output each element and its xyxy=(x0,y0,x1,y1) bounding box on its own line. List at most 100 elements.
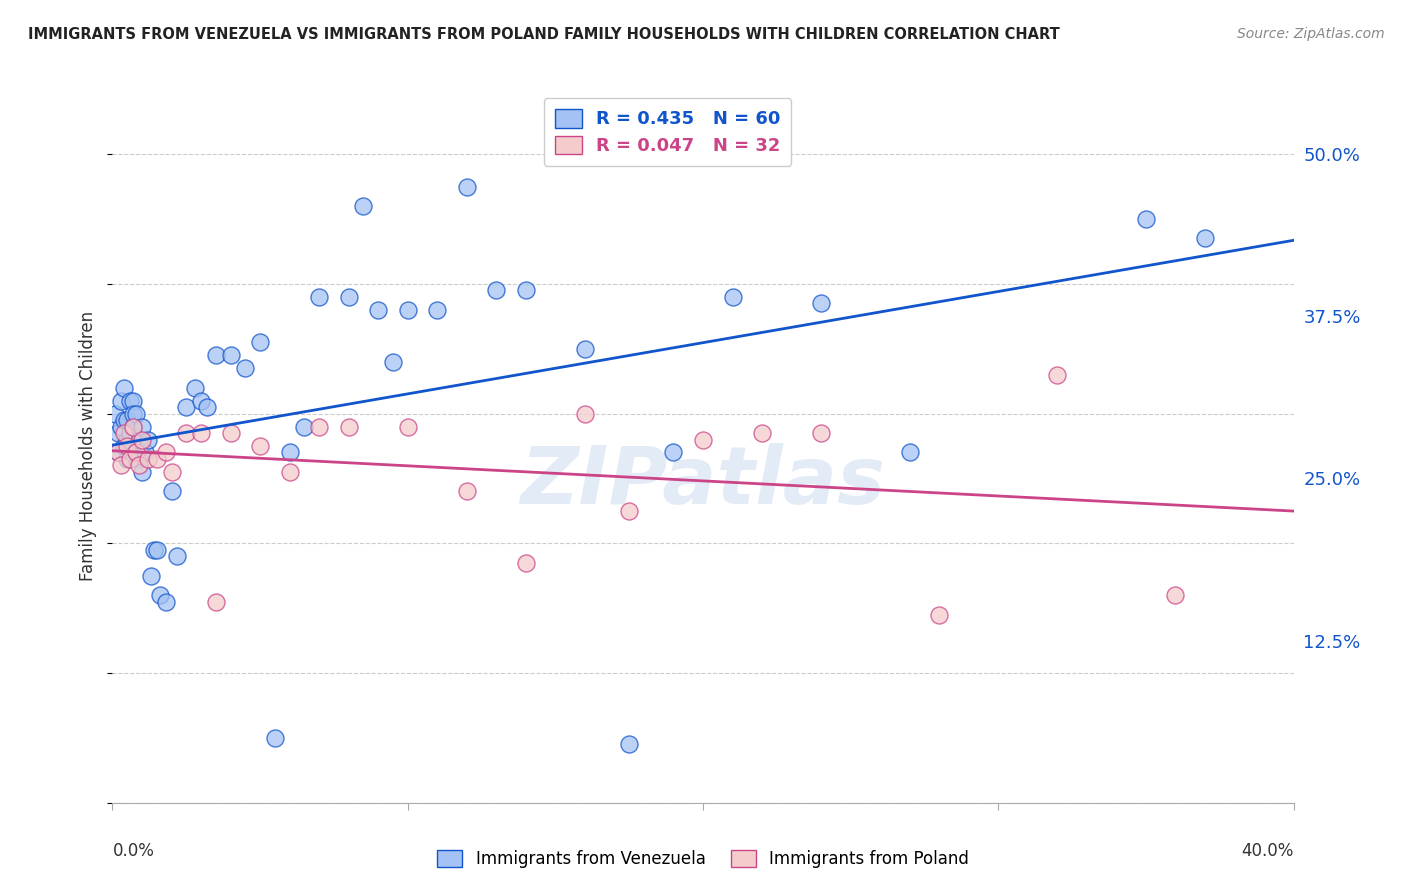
Point xyxy=(205,595,228,609)
Point xyxy=(122,407,145,421)
Point xyxy=(112,381,135,395)
Point xyxy=(146,542,169,557)
Point xyxy=(117,439,138,453)
Point xyxy=(131,433,153,447)
Point xyxy=(751,425,773,440)
Point xyxy=(515,283,537,297)
Point xyxy=(1046,368,1069,382)
Point xyxy=(112,425,135,440)
Point xyxy=(190,393,212,408)
Text: ZIPatlas: ZIPatlas xyxy=(520,442,886,521)
Legend: R = 0.435   N = 60, R = 0.047   N = 32: R = 0.435 N = 60, R = 0.047 N = 32 xyxy=(544,98,792,166)
Point xyxy=(125,445,148,459)
Point xyxy=(278,445,301,459)
Point xyxy=(149,588,172,602)
Point xyxy=(122,419,145,434)
Point xyxy=(166,549,188,564)
Point xyxy=(574,407,596,421)
Point xyxy=(128,433,150,447)
Point xyxy=(134,445,156,459)
Point xyxy=(308,290,330,304)
Point xyxy=(337,419,360,434)
Point xyxy=(122,393,145,408)
Point xyxy=(142,542,165,557)
Point xyxy=(107,445,129,459)
Point xyxy=(125,445,148,459)
Y-axis label: Family Households with Children: Family Households with Children xyxy=(79,311,97,581)
Point xyxy=(898,445,921,459)
Point xyxy=(1194,231,1216,245)
Point xyxy=(219,425,242,440)
Point xyxy=(692,433,714,447)
Point xyxy=(662,445,685,459)
Point xyxy=(249,439,271,453)
Point xyxy=(174,400,197,414)
Point xyxy=(810,296,832,310)
Point xyxy=(190,425,212,440)
Point xyxy=(139,568,162,582)
Point xyxy=(128,452,150,467)
Point xyxy=(110,393,132,408)
Point xyxy=(426,302,449,317)
Point xyxy=(131,465,153,479)
Point xyxy=(515,556,537,570)
Point xyxy=(810,425,832,440)
Point xyxy=(928,607,950,622)
Point xyxy=(146,452,169,467)
Legend: Immigrants from Venezuela, Immigrants from Poland: Immigrants from Venezuela, Immigrants fr… xyxy=(430,843,976,875)
Point xyxy=(278,465,301,479)
Point xyxy=(574,342,596,356)
Point xyxy=(117,413,138,427)
Text: Source: ZipAtlas.com: Source: ZipAtlas.com xyxy=(1237,27,1385,41)
Point xyxy=(1164,588,1187,602)
Point xyxy=(456,179,478,194)
Point xyxy=(174,425,197,440)
Point xyxy=(110,419,132,434)
Point xyxy=(120,452,142,467)
Point xyxy=(382,354,405,368)
Point xyxy=(120,393,142,408)
Point xyxy=(155,595,177,609)
Point xyxy=(219,348,242,362)
Point xyxy=(308,419,330,434)
Point xyxy=(367,302,389,317)
Text: IMMIGRANTS FROM VENEZUELA VS IMMIGRANTS FROM POLAND FAMILY HOUSEHOLDS WITH CHILD: IMMIGRANTS FROM VENEZUELA VS IMMIGRANTS … xyxy=(28,27,1060,42)
Point xyxy=(292,419,315,434)
Point xyxy=(195,400,218,414)
Point xyxy=(136,452,159,467)
Point xyxy=(122,419,145,434)
Point xyxy=(155,445,177,459)
Point xyxy=(112,413,135,427)
Point xyxy=(131,419,153,434)
Point xyxy=(249,335,271,350)
Point xyxy=(125,407,148,421)
Point xyxy=(136,433,159,447)
Point xyxy=(352,199,374,213)
Point xyxy=(1135,211,1157,226)
Point xyxy=(117,433,138,447)
Point xyxy=(117,452,138,467)
Point xyxy=(233,361,256,376)
Point xyxy=(619,504,641,518)
Point xyxy=(485,283,508,297)
Point xyxy=(160,465,183,479)
Point xyxy=(160,484,183,499)
Point xyxy=(107,425,129,440)
Point xyxy=(205,348,228,362)
Point xyxy=(112,439,135,453)
Point xyxy=(337,290,360,304)
Point xyxy=(619,738,641,752)
Point xyxy=(128,458,150,473)
Point xyxy=(396,419,419,434)
Point xyxy=(456,484,478,499)
Point xyxy=(264,731,287,745)
Text: 40.0%: 40.0% xyxy=(1241,842,1294,860)
Text: 0.0%: 0.0% xyxy=(112,842,155,860)
Point xyxy=(721,290,744,304)
Point xyxy=(104,407,127,421)
Point xyxy=(107,445,129,459)
Point xyxy=(110,458,132,473)
Point xyxy=(120,425,142,440)
Point xyxy=(396,302,419,317)
Point xyxy=(184,381,207,395)
